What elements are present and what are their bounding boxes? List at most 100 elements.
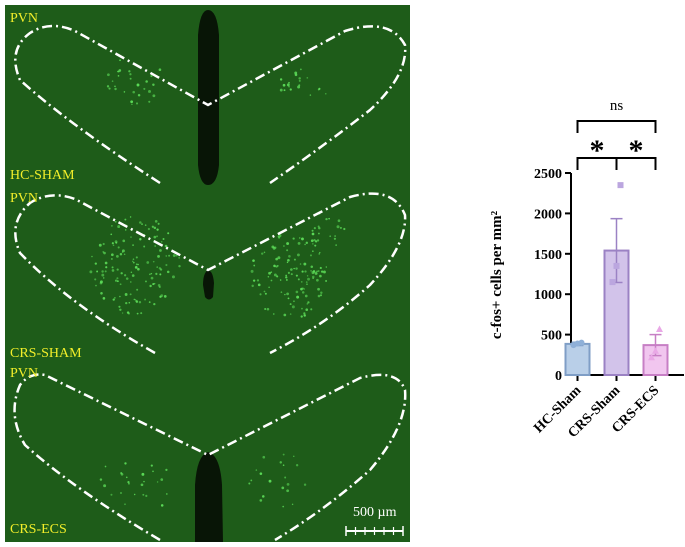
cell-dot <box>317 270 320 273</box>
cell-dot <box>252 279 256 282</box>
cell-dot <box>145 494 148 497</box>
cell-dot <box>290 268 293 271</box>
cell-dot <box>309 94 312 96</box>
bar-chart: 05001000150020002500HC-ShamCRS-ShamCRS-E… <box>489 98 684 441</box>
cell-dot <box>119 253 123 256</box>
cell-dot <box>152 260 155 263</box>
cell-dot <box>156 266 159 268</box>
y-tick-label: 500 <box>541 329 562 344</box>
cell-dot <box>268 271 271 275</box>
cell-dot <box>124 462 127 465</box>
cell-dot <box>310 239 314 243</box>
cell-dot <box>123 253 126 256</box>
cell-dot <box>102 297 106 300</box>
micrograph-panel-crs-ecs: PVN 500 µm CRS-ECS <box>5 360 410 542</box>
panel-top-label: PVN <box>10 191 39 206</box>
cell-dot <box>136 288 139 291</box>
cell-dot <box>147 227 151 231</box>
cell-dot <box>150 272 153 275</box>
cell-dot <box>119 308 122 311</box>
cell-dot <box>325 217 328 221</box>
cell-dot <box>297 85 301 89</box>
cell-dot <box>160 240 163 243</box>
cell-dot <box>110 493 113 496</box>
cell-dot <box>124 274 127 277</box>
cell-dot <box>310 308 313 311</box>
cell-dot <box>286 249 289 252</box>
cell-dot <box>299 237 301 239</box>
third-ventricle <box>203 270 214 300</box>
cell-dot <box>301 291 305 294</box>
cell-dot <box>267 275 270 278</box>
cell-dot <box>171 275 175 279</box>
cell-dot <box>118 305 121 308</box>
cell-dot <box>311 232 315 236</box>
cell-dot <box>132 244 134 246</box>
data-point <box>648 353 655 361</box>
cell-dot <box>106 85 110 88</box>
cell-dot <box>335 244 337 246</box>
cell-dot <box>114 85 116 87</box>
panel-top-label: PVN <box>10 366 39 381</box>
cell-dot <box>139 221 142 224</box>
cell-dot <box>313 238 316 242</box>
cell-dot <box>91 255 93 258</box>
cell-dot <box>104 465 107 468</box>
y-axis-label: c-fos+ cells per mm² <box>489 210 505 339</box>
cell-dot <box>110 253 114 257</box>
cell-dot <box>156 481 159 483</box>
cell-dot <box>259 499 263 502</box>
cell-dot <box>111 242 114 245</box>
cell-dot <box>112 298 115 301</box>
cell-dot <box>100 292 103 295</box>
cell-dot <box>137 94 141 97</box>
cell-dot <box>310 265 314 269</box>
cell-dot <box>270 279 273 282</box>
cell-dot <box>318 87 321 90</box>
cell-dot <box>295 464 299 467</box>
cell-dot <box>125 301 128 305</box>
cell-dot <box>143 87 146 90</box>
cell-dot <box>262 495 265 498</box>
cell-dot <box>268 286 270 289</box>
cell-dot <box>293 258 296 261</box>
cell-dot <box>323 270 326 274</box>
cell-dot <box>159 268 163 271</box>
cell-dot <box>116 277 119 280</box>
cell-dot <box>294 73 298 77</box>
cell-dot <box>158 68 162 72</box>
cell-dot <box>301 237 304 241</box>
cell-dot <box>268 479 272 483</box>
cell-dot <box>287 258 290 262</box>
cell-dot <box>101 270 104 273</box>
cell-dot <box>145 280 147 283</box>
cell-dot <box>312 277 314 280</box>
pvn-outline <box>14 192 407 355</box>
cell-dot <box>279 461 282 464</box>
cell-dot <box>146 261 150 264</box>
cell-dot <box>312 275 315 279</box>
cell-dot <box>117 70 119 73</box>
cell-dot <box>111 80 114 82</box>
cell-dot <box>287 297 290 300</box>
cell-dot <box>300 281 303 283</box>
cell-dot <box>285 279 288 281</box>
cell-dot <box>104 261 108 265</box>
cell-dot <box>287 271 290 274</box>
cell-dot <box>159 295 162 298</box>
cell-dot <box>152 83 155 86</box>
cell-dot <box>286 261 289 264</box>
data-point <box>617 182 624 189</box>
third-ventricle <box>195 452 223 542</box>
cell-dot <box>301 270 304 273</box>
cell-dot <box>250 269 254 273</box>
cell-dot <box>175 254 178 257</box>
cell-dot <box>131 103 133 106</box>
cell-dot <box>288 86 290 88</box>
cell-dot <box>277 256 281 260</box>
cell-dot <box>135 102 139 105</box>
cell-dot <box>132 261 135 264</box>
cell-dot <box>306 77 309 79</box>
cell-dot <box>123 91 126 93</box>
cell-dot <box>89 270 93 274</box>
